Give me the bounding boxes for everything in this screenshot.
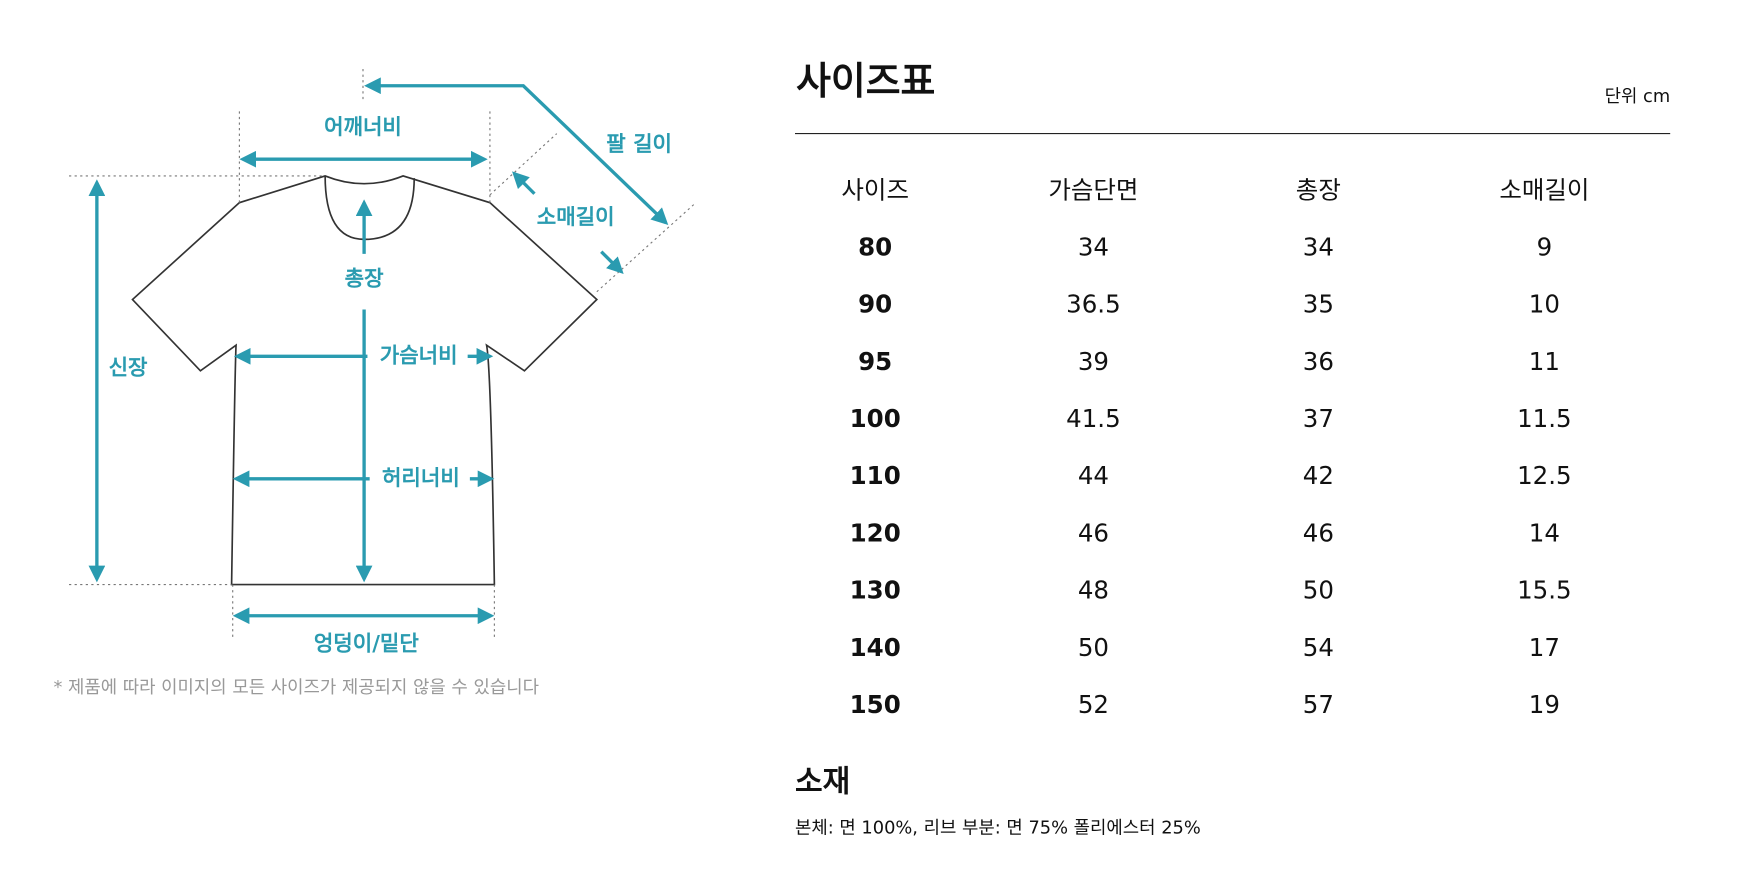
table-cell: 36 [1303, 347, 1334, 376]
table-cell: 46 [1078, 518, 1109, 547]
size-cell: 90 [858, 290, 892, 319]
table-header: 소매길이 [1499, 176, 1589, 205]
chest-label: 가슴너비 [380, 342, 458, 367]
unit: 단위 cm [1605, 86, 1671, 107]
size-cell: 110 [850, 461, 901, 490]
table-cell: 52 [1078, 690, 1109, 719]
size-cell: 130 [850, 576, 901, 605]
table-cell: 11.5 [1517, 404, 1572, 433]
size-cell: 95 [858, 347, 892, 376]
table-cell: 15.5 [1517, 576, 1572, 605]
note: * 제품에 따라 이미지의 모든 사이즈가 제공되지 않을 수 있습니다 [53, 677, 539, 698]
table-cell: 57 [1303, 690, 1334, 719]
size-cell: 100 [850, 404, 901, 433]
table-cell: 10 [1529, 290, 1560, 319]
shoulder-label: 어깨너비 [324, 114, 402, 139]
size-table: 사이즈 가슴단면 총장 소매길이 80 34 34 9 90 36.5 35 10 95 39 36 11 10… [841, 176, 1589, 720]
material-text: 본체: 면 100%, 리브 부분: 면 75% 폴리에스터 25% [795, 817, 1201, 838]
arrow [364, 77, 669, 226]
material-title: 소재 [795, 764, 850, 799]
table-cell: 34 [1078, 232, 1109, 261]
hem-label: 엉덩이/밑단 [314, 631, 420, 656]
table-cell: 42 [1303, 461, 1334, 490]
table-cell: 46 [1303, 518, 1334, 547]
table-cell: 19 [1529, 690, 1560, 719]
table-cell: 12.5 [1517, 461, 1572, 490]
table-header: 가슴단면 [1048, 176, 1138, 205]
waist-label: 허리너비 [382, 465, 460, 490]
size-cell: 120 [850, 518, 901, 547]
table-header: 사이즈 [841, 176, 909, 205]
size-cell: 80 [858, 232, 892, 261]
table-cell: 48 [1078, 576, 1109, 605]
table-cell: 11 [1529, 347, 1560, 376]
height-label: 신장 [109, 355, 148, 380]
table-header: 총장 [1296, 176, 1341, 205]
table-cell: 44 [1078, 461, 1109, 490]
size-cell: 150 [850, 690, 901, 719]
sleeve-label: 소매길이 [537, 204, 615, 229]
table-cell: 39 [1078, 347, 1109, 376]
table-title: 사이즈표 [796, 59, 935, 103]
shirt-diagram: 어깨너비 팔 길이 소매길이 총장 신장 가슴너비 허리너비 엉덩이/밑단 * … [53, 69, 697, 698]
table-cell: 36.5 [1066, 290, 1121, 319]
table-cell: 54 [1303, 633, 1334, 662]
size-cell: 140 [850, 633, 901, 662]
arrow [600, 250, 624, 275]
table-cell: 50 [1078, 633, 1109, 662]
table-cell: 17 [1529, 633, 1560, 662]
arrow [512, 171, 536, 195]
table-cell: 50 [1303, 576, 1334, 605]
table-cell: 35 [1303, 290, 1334, 319]
table-cell: 14 [1529, 518, 1560, 547]
length-label: 총장 [345, 265, 384, 290]
table-cell: 9 [1537, 232, 1553, 261]
table-cell: 37 [1303, 404, 1334, 433]
arm-label: 팔 길이 [606, 131, 672, 156]
table-cell: 41.5 [1066, 404, 1121, 433]
table-cell: 34 [1303, 232, 1334, 261]
